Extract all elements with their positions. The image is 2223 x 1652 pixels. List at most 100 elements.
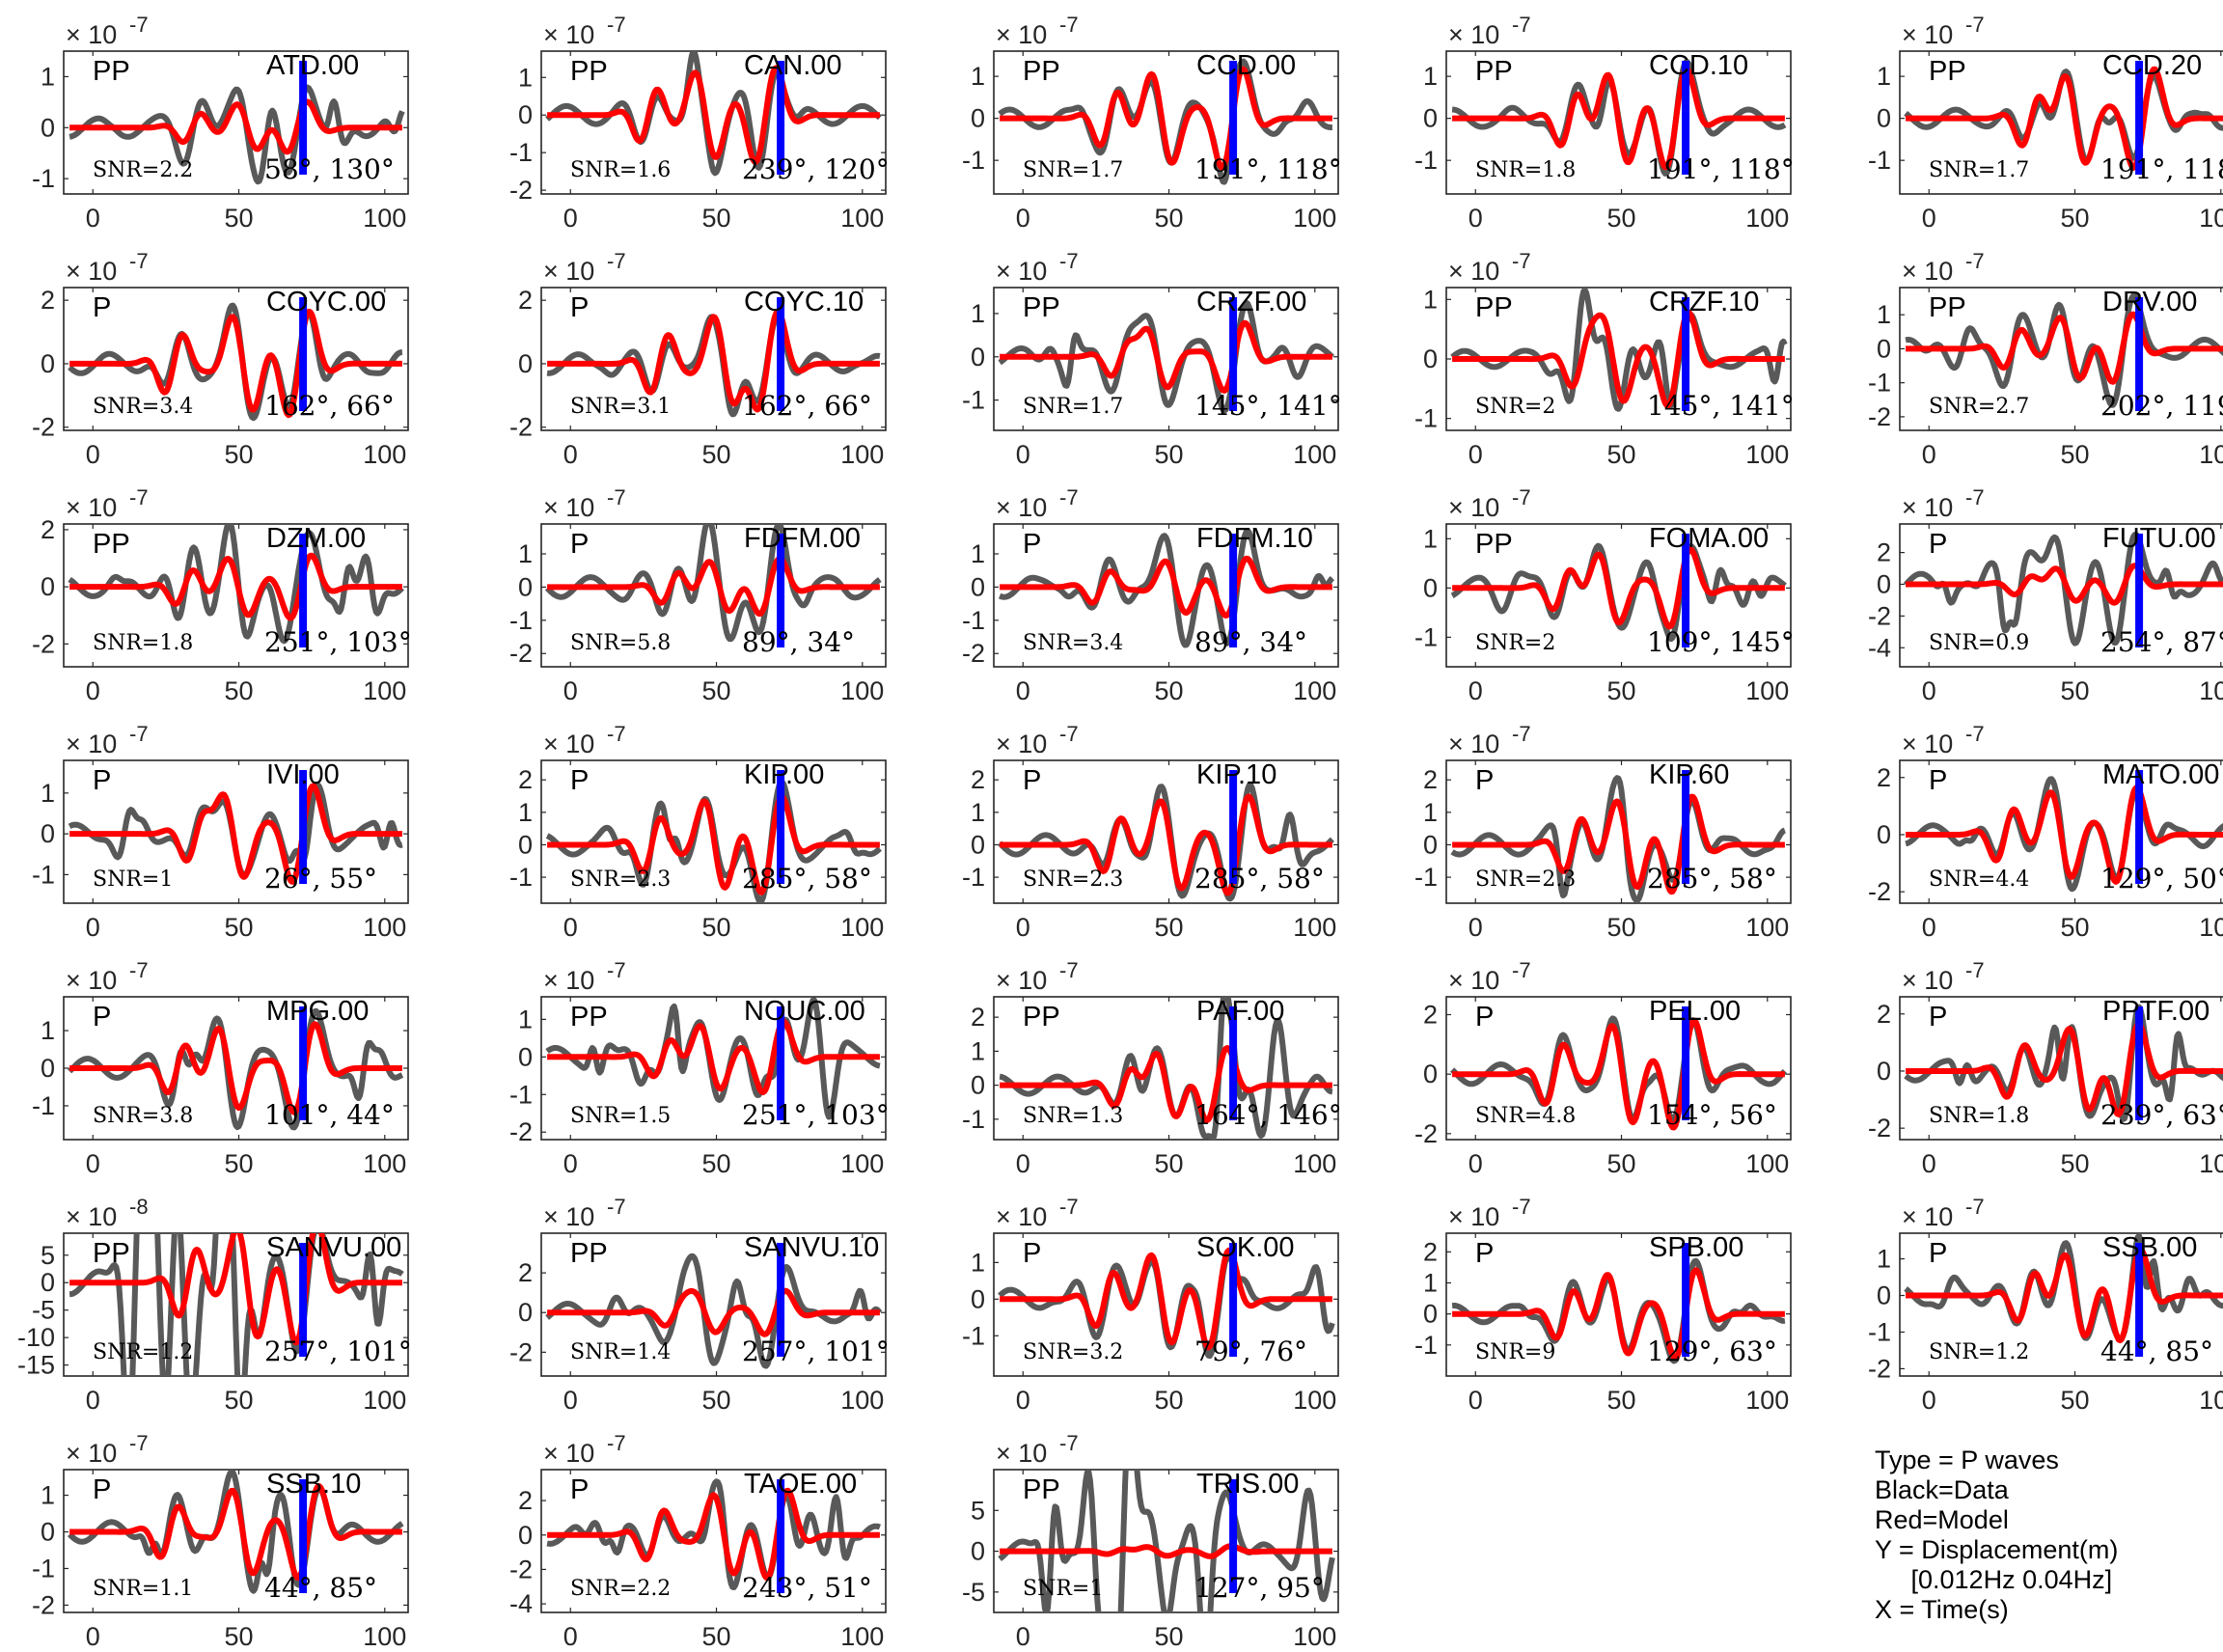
x-tick-label: 100 — [2199, 1149, 2223, 1178]
y-exponent-power: -7 — [607, 1431, 626, 1455]
x-tick-label: 100 — [2199, 440, 2223, 469]
y-exponent-label: × 10 — [66, 1202, 117, 1231]
station-label: PPTF.00 — [2102, 996, 2209, 1027]
model-trace — [1904, 311, 2223, 385]
x-tick-label: 50 — [702, 1149, 731, 1178]
y-exponent-label: × 10 — [996, 730, 1047, 758]
y-exponent-power: -7 — [1512, 13, 1531, 37]
snr-label: SNR=1.2 — [93, 1340, 193, 1364]
y-tick-label: -1 — [962, 606, 985, 635]
y-tick-label: 1 — [1423, 1268, 1438, 1297]
x-tick-label: 100 — [1293, 1622, 1336, 1651]
phase-label: PP — [570, 56, 608, 87]
y-tick-label: 0 — [1877, 1057, 1891, 1086]
y-tick-label: -1 — [1868, 146, 1891, 175]
y-exponent-label: × 10 — [1448, 257, 1499, 286]
axes-box — [1899, 759, 2223, 904]
x-tick-label: 100 — [1745, 676, 1789, 705]
x-tick-label: 50 — [1607, 1386, 1636, 1415]
y-exponent-power: -8 — [129, 1195, 149, 1219]
y-exponent-power: -7 — [1059, 485, 1079, 509]
y-exponent-label: × 10 — [996, 966, 1047, 995]
model-trace — [998, 793, 1334, 896]
x-tick-label: 50 — [225, 913, 254, 942]
snr-label: SNR=1.7 — [1929, 158, 2029, 182]
x-tick-label: 50 — [1155, 1149, 1184, 1178]
x-tick-label: 100 — [363, 1622, 406, 1651]
y-exponent-label: × 10 — [543, 1439, 594, 1468]
y-exponent-label: × 10 — [543, 493, 594, 522]
x-tick-label: 100 — [363, 204, 406, 233]
panel-fdfm-00: 0 50 100 -2 -1 0 1 × 10 -7 P FDFM.00 SNR=5.8 89°, 34… — [509, 485, 887, 705]
station-label: KIP.60 — [1649, 759, 1729, 790]
y-exponent-label: × 10 — [1902, 966, 1953, 995]
station-label: PEL.00 — [1649, 996, 1741, 1027]
x-tick-label: 0 — [1922, 204, 1936, 233]
y-tick-label: -2 — [962, 639, 985, 668]
snr-label: SNR=2.2 — [570, 1577, 671, 1601]
phase-label: P — [570, 1474, 589, 1505]
axes-box — [1445, 996, 1792, 1141]
panel-nouc-00: 0 50 100 -2 -1 0 1 × 10 -7 PP NOUC.00 SNR=1.5 251°, … — [509, 958, 890, 1178]
y-tick-label: 1 — [971, 1036, 985, 1065]
y-tick-label: 0 — [1423, 1300, 1438, 1329]
y-tick-label: 1 — [1877, 62, 1891, 91]
azimuth-label: 257°, 101° — [742, 1335, 890, 1367]
y-tick-label: -2 — [509, 1555, 533, 1583]
panel-crzf-10: 0 50 100 -1 0 1 × 10 -7 PP CRZF.10 SNR=2 145°, 141° — [1414, 249, 1795, 469]
x-tick-label: 0 — [1016, 1386, 1030, 1415]
axes-box — [1899, 1232, 2223, 1377]
y-tick-label: 0 — [1423, 830, 1438, 859]
snr-label: SNR=3.4 — [1023, 631, 1123, 655]
model-trace — [998, 66, 1334, 171]
snr-label: SNR=2 — [1475, 395, 1555, 419]
data-trace — [545, 51, 882, 177]
station-label: CCD.20 — [2102, 50, 2202, 81]
y-exponent-label: × 10 — [1448, 966, 1499, 995]
axes-box — [1899, 50, 2223, 195]
panel-crzf-00: 0 50 100 -1 0 1 × 10 -7 PP CRZF.00 SNR=1.7 145°, 14… — [962, 249, 1342, 469]
y-exponent-power: -7 — [1059, 249, 1079, 273]
axes-box — [1899, 523, 2223, 668]
y-tick-label: -1 — [509, 863, 533, 892]
x-tick-label: 50 — [225, 1622, 254, 1651]
station-label: CAN.00 — [744, 50, 842, 81]
axes-box — [993, 523, 1339, 668]
azimuth-label: 127°, 95° — [1194, 1572, 1325, 1604]
snr-label: SNR=1.2 — [1929, 1340, 2029, 1364]
y-exponent-label: × 10 — [543, 257, 594, 286]
snr-label: SNR=1.7 — [1023, 158, 1123, 182]
azimuth-label: 89°, 34° — [742, 626, 855, 658]
x-tick-label: 100 — [1293, 440, 1336, 469]
snr-label: SNR=3.2 — [1023, 1340, 1123, 1364]
x-tick-label: 100 — [840, 1149, 884, 1178]
snr-label: SNR=1.6 — [570, 158, 671, 182]
axes-box — [540, 287, 887, 431]
y-tick-label: -2 — [509, 1117, 533, 1146]
model-trace — [1450, 1267, 1787, 1362]
y-tick-label: 0 — [41, 349, 55, 378]
y-tick-label: 0 — [518, 830, 533, 859]
model-trace — [1450, 309, 1787, 409]
snr-label: SNR=2.2 — [93, 158, 193, 182]
x-tick-label: 100 — [363, 1386, 406, 1415]
phase-label: P — [1023, 765, 1041, 796]
panel-can-00: 0 50 100 -2 -1 0 1 × 10 -7 PP CAN.00 SNR=1.6 239°, 1… — [509, 13, 890, 233]
x-tick-label: 0 — [1468, 1149, 1483, 1178]
snr-label: SNR=5.8 — [570, 631, 671, 655]
station-label: COYC.10 — [744, 287, 864, 317]
station-label: TAOE.00 — [744, 1469, 857, 1500]
y-exponent-label: × 10 — [543, 730, 594, 758]
data-trace — [1904, 776, 2223, 893]
station-label: SOK.00 — [1196, 1232, 1295, 1263]
y-tick-label: 1 — [518, 63, 533, 92]
phase-label: PP — [570, 1002, 608, 1032]
panel-taoe-00: 0 50 100 -4 -2 0 2 × 10 -7 P TAOE.00 SNR=2.2 243°, 5… — [509, 1431, 887, 1651]
phase-label: P — [1023, 1238, 1041, 1269]
y-exponent-label: × 10 — [1902, 257, 1953, 286]
axes-box — [540, 1232, 887, 1377]
station-label: PAF.00 — [1196, 996, 1284, 1027]
x-tick-label: 100 — [1293, 1149, 1336, 1178]
